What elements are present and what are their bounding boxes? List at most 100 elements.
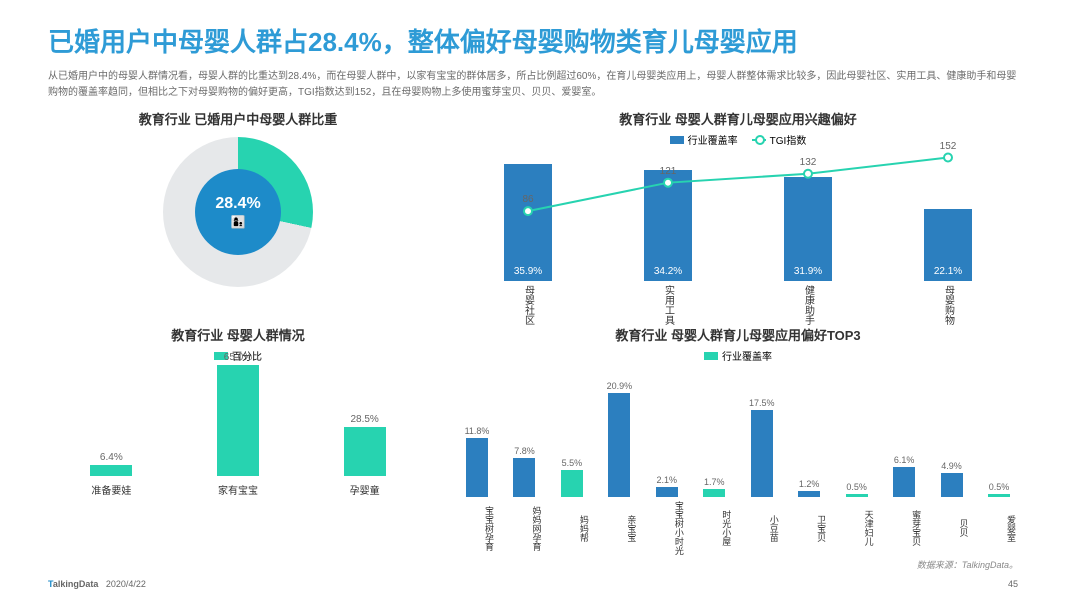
situation-bars: 6.4% 准备要娃65.0% 家有宝宝28.5% 孕婴童 — [48, 367, 428, 497]
bar-value: 28.5% — [350, 414, 378, 425]
top3-bar: 6.1% — [885, 455, 923, 498]
x-label: 宝宝树孕育 — [458, 501, 496, 555]
top3-bar: 1.7% — [695, 477, 733, 498]
bar-value: 65.0% — [224, 352, 252, 363]
pie-value: 28.4% — [215, 195, 260, 213]
top3-bar: 5.5% — [553, 458, 591, 498]
chart-pie: 教育行业 已婚用户中母婴人群比重 28.4% 👩‍👦 — [48, 109, 428, 319]
bar-rect — [466, 438, 488, 497]
chart-pie-title: 教育行业 已婚用户中母婴人群比重 — [48, 109, 428, 128]
bar-value: 1.2% — [799, 479, 820, 489]
top3-bar: 17.5% — [743, 398, 781, 498]
coverage-value: 34.2% — [654, 266, 682, 277]
x-label: 天津妇儿 — [838, 501, 876, 555]
top3-bar: 11.8% — [458, 426, 496, 497]
bar-rect — [941, 473, 963, 498]
bar-value: 4.9% — [941, 461, 962, 471]
pie-ring: 28.4% 👩‍👦 — [163, 137, 313, 287]
top3-bar: 7.8% — [505, 446, 543, 497]
bar-value: 6.4% — [100, 452, 123, 463]
bar-value: 0.5% — [846, 482, 867, 492]
top3-bar: 1.2% — [790, 479, 828, 497]
combo-bar: 86 35.9% — [504, 164, 552, 281]
x-label: 妈妈帮 — [553, 501, 591, 555]
x-label: 母婴社区 — [521, 285, 536, 325]
bar-rect — [561, 470, 583, 498]
combo-x-axis: 母婴社区 实用工具 健康助手 母婴购物 — [458, 285, 1018, 325]
bar-rect — [504, 164, 552, 281]
bar-value: 5.5% — [562, 458, 583, 468]
x-label: 健康助手 — [801, 285, 816, 325]
legend-swatch — [704, 352, 718, 360]
top3-bar: 20.9% — [600, 381, 638, 498]
bar-rect — [751, 410, 773, 498]
tgi-value: 86 — [522, 194, 533, 205]
coverage-value: 31.9% — [794, 266, 822, 277]
legend-line-label: TGI指数 — [770, 132, 807, 147]
legend-swatch-bar — [670, 136, 684, 144]
x-label: 亲宝宝 — [600, 501, 638, 555]
x-label: 卫宝贝 — [790, 501, 828, 555]
bar-rect — [644, 170, 692, 281]
bar-rect — [513, 458, 535, 497]
mother-child-icon: 👩‍👦 — [231, 215, 246, 229]
top3-bar: 0.5% — [838, 482, 876, 497]
top3-bars: 11.8% 7.8% 5.5% 20.9% 2.1% 1.7% 17.5% 1.2% 0.5% 6… — [458, 367, 1018, 497]
x-label: 时光小屋 — [695, 501, 733, 555]
x-label: 小豆苗 — [743, 501, 781, 555]
pie-center: 28.4% 👩‍👦 — [195, 169, 281, 255]
bar-value: 0.5% — [989, 482, 1010, 492]
combo-bar: 152 22.1% — [924, 209, 972, 281]
bar-rect — [217, 365, 259, 476]
top3-x-axis: 宝宝树孕育妈妈网孕育妈妈帮亲宝宝宝宝树小时光时光小屋小豆苗卫宝贝天津妇儿蜜芽宝贝… — [458, 501, 1018, 555]
top3-bar: 0.5% — [980, 482, 1018, 497]
coverage-value: 35.9% — [514, 266, 542, 277]
x-label: 宝宝树小时光 — [648, 501, 686, 555]
bar-value: 20.9% — [607, 381, 633, 391]
bar-rect — [344, 427, 386, 476]
logo-rest: alkingData — [53, 579, 99, 589]
footer-page: 45 — [1008, 579, 1018, 589]
bar-label: 准备要娃 — [91, 482, 131, 497]
tgi-value: 132 — [800, 157, 817, 168]
bar-value: 2.1% — [657, 475, 678, 485]
bar-rect — [893, 467, 915, 498]
combo-bar: 132 31.9% — [784, 177, 832, 281]
top3-bar: 4.9% — [933, 461, 971, 498]
x-label: 爱婴室 — [980, 501, 1018, 555]
combo-plot: 86 35.9% 121 34.2% 132 31.9% 152 22.1% — [458, 151, 1018, 281]
bar-value: 7.8% — [514, 446, 535, 456]
coverage-value: 22.1% — [934, 266, 962, 277]
footer-date: 2020/4/22 — [106, 579, 146, 589]
bar-rect — [846, 494, 868, 497]
bar-value: 1.7% — [704, 477, 725, 487]
bar-value: 6.1% — [894, 455, 915, 465]
page-title: 已婚用户中母婴人群占28.4%，整体偏好母婴购物类育儿母婴应用 — [48, 22, 1018, 59]
x-label: 蜜芽宝贝 — [885, 501, 923, 555]
chart-situation-title: 教育行业 母婴人群情况 — [48, 325, 428, 344]
bar-rect — [608, 393, 630, 498]
x-label: 贝贝 — [933, 501, 971, 555]
tgi-value: 152 — [940, 141, 957, 152]
page-subtitle: 从已婚用户中的母婴人群情况看，母婴人群的比重达到28.4%，而在母婴人群中，以家… — [48, 69, 1018, 101]
chart-top3-title: 教育行业 母婴人群育儿母婴应用偏好TOP3 — [458, 325, 1018, 344]
bar-col: 65.0% 家有宝宝 — [217, 352, 259, 497]
data-source: 数据来源：TalkingData。 — [917, 558, 1018, 571]
x-label: 实用工具 — [661, 285, 676, 325]
legend-label: 行业覆盖率 — [722, 348, 772, 363]
bar-rect — [988, 494, 1010, 497]
chart-interest: 教育行业 母婴人群育儿母婴应用兴趣偏好 行业覆盖率 TGI指数 86 35.9%… — [458, 109, 1018, 319]
bar-value: 11.8% — [465, 426, 490, 436]
chart-interest-title: 教育行业 母婴人群育儿母婴应用兴趣偏好 — [458, 109, 1018, 128]
chart-interest-legend: 行业覆盖率 TGI指数 — [458, 132, 1018, 147]
bar-label: 家有宝宝 — [218, 482, 258, 497]
bar-rect — [703, 489, 725, 498]
x-label: 母婴购物 — [941, 285, 956, 325]
legend-bar-label: 行业覆盖率 — [688, 132, 738, 147]
top3-bar: 2.1% — [648, 475, 686, 498]
chart-top3: 教育行业 母婴人群育儿母婴应用偏好TOP3 行业覆盖率 11.8% 7.8% 5.5… — [458, 325, 1018, 535]
x-label: 妈妈网孕育 — [505, 501, 543, 555]
bar-label: 孕婴童 — [350, 482, 380, 497]
tgi-value: 121 — [660, 166, 677, 177]
chart-situation: 教育行业 母婴人群情况 百分比 6.4% 准备要娃65.0% 家有宝宝28.5%… — [48, 325, 428, 535]
